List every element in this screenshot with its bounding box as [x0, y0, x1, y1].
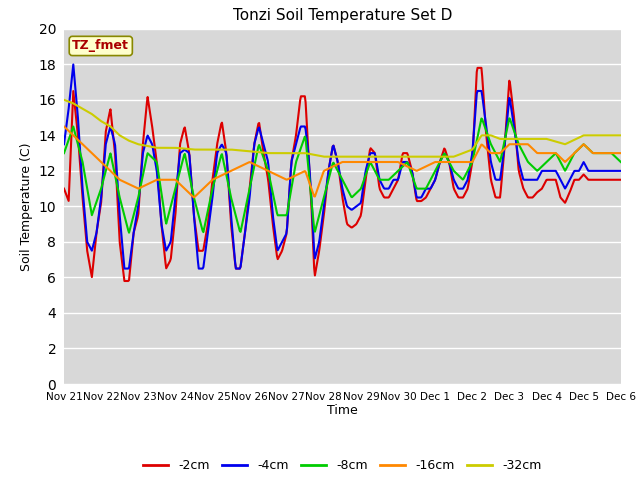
-16cm: [70, 133, 78, 139]
-2cm: [474, 65, 481, 71]
-8cm: [60, 150, 68, 156]
-2cm: [411, 186, 419, 192]
-8cm: [617, 159, 625, 165]
-16cm: [127, 182, 135, 188]
-16cm: [184, 189, 192, 195]
-8cm: [214, 164, 222, 170]
-8cm: [411, 180, 419, 186]
Line: -16cm: -16cm: [64, 127, 621, 197]
-8cm: [128, 218, 136, 224]
-4cm: [120, 266, 128, 272]
-2cm: [185, 147, 193, 153]
Text: TZ_fmet: TZ_fmet: [72, 39, 129, 52]
-8cm: [428, 176, 435, 181]
-32cm: [617, 132, 625, 138]
-2cm: [70, 96, 78, 101]
-32cm: [127, 139, 135, 144]
-32cm: [321, 154, 328, 159]
-8cm: [70, 127, 78, 132]
Line: -32cm: -32cm: [64, 100, 621, 156]
Legend: -2cm, -4cm, -8cm, -16cm, -32cm: -2cm, -4cm, -8cm, -16cm, -32cm: [138, 454, 547, 477]
Line: -8cm: -8cm: [64, 119, 621, 233]
-16cm: [428, 161, 435, 167]
-2cm: [214, 136, 222, 142]
-16cm: [617, 150, 625, 156]
Line: -2cm: -2cm: [64, 68, 621, 281]
-16cm: [190, 194, 198, 200]
-16cm: [60, 124, 68, 130]
-2cm: [617, 177, 625, 182]
-32cm: [60, 97, 68, 103]
Title: Tonzi Soil Temperature Set D: Tonzi Soil Temperature Set D: [233, 9, 452, 24]
-16cm: [411, 167, 419, 173]
-4cm: [412, 189, 419, 194]
-32cm: [184, 146, 192, 152]
-4cm: [60, 141, 68, 147]
-8cm: [506, 116, 513, 121]
-4cm: [186, 153, 193, 158]
-4cm: [71, 79, 79, 85]
-32cm: [411, 154, 419, 159]
-2cm: [128, 245, 136, 251]
-8cm: [185, 169, 193, 175]
-2cm: [120, 278, 128, 284]
-2cm: [428, 185, 435, 191]
-4cm: [617, 168, 625, 174]
-4cm: [428, 183, 436, 189]
-4cm: [70, 61, 77, 67]
Line: -4cm: -4cm: [64, 64, 621, 269]
-2cm: [60, 186, 68, 192]
-32cm: [214, 147, 221, 153]
Y-axis label: Soil Temperature (C): Soil Temperature (C): [20, 142, 33, 271]
-4cm: [129, 235, 137, 241]
-32cm: [428, 154, 435, 159]
-32cm: [70, 101, 78, 107]
-4cm: [215, 147, 223, 153]
X-axis label: Time: Time: [327, 405, 358, 418]
-8cm: [125, 230, 133, 236]
-16cm: [214, 174, 222, 180]
